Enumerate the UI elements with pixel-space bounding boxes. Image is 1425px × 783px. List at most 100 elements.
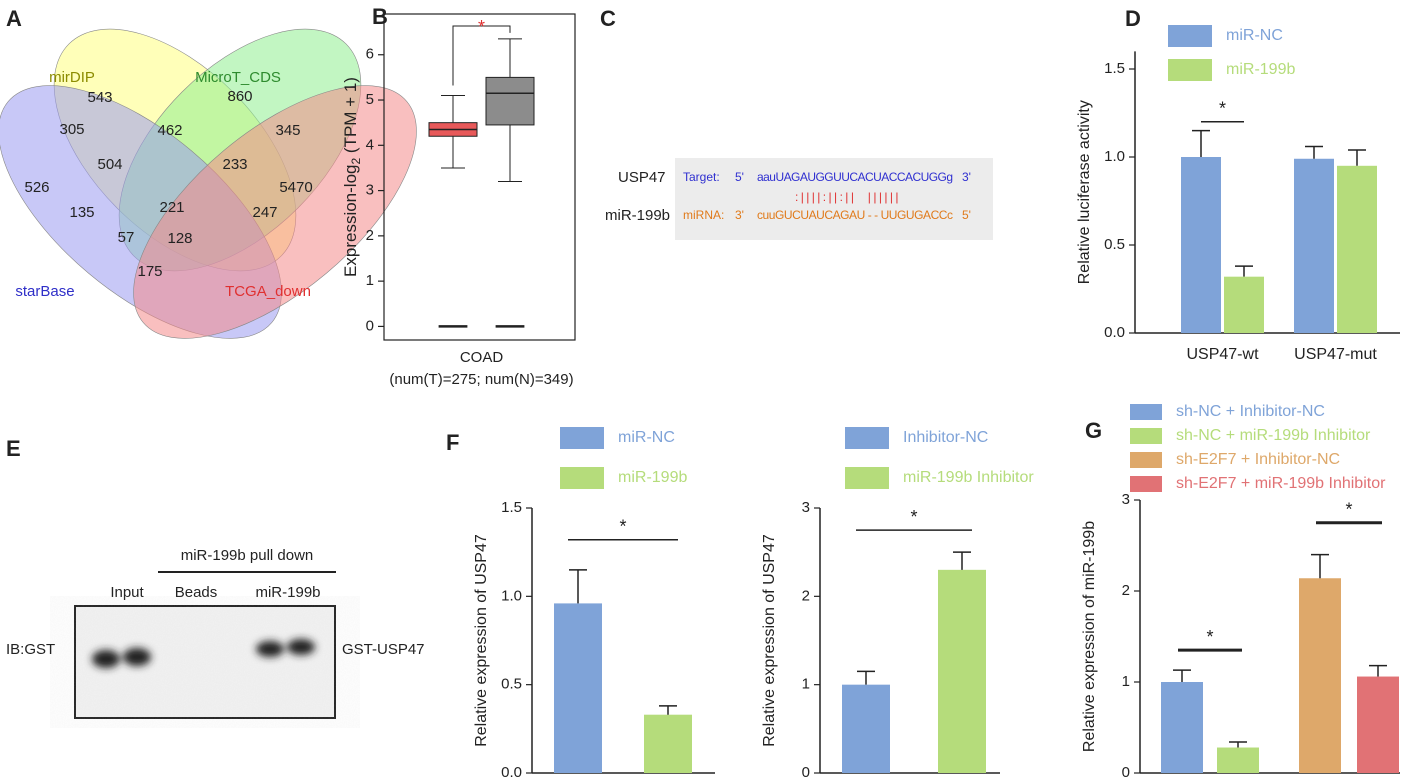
- legend-label: sh-E2F7 + Inhibitor-NC: [1176, 451, 1340, 468]
- significance: *: [1219, 99, 1226, 119]
- legend-label: miR-199b: [1226, 61, 1295, 78]
- mirna-end: 5': [962, 208, 971, 222]
- venn-set: [133, 85, 417, 339]
- mirna-tag: miRNA:: [683, 208, 724, 222]
- legend-swatch: [1168, 25, 1212, 47]
- venn-count: 247: [252, 204, 277, 221]
- legend-label: miR-NC: [1226, 27, 1283, 44]
- panel-label: E: [6, 436, 21, 461]
- target-start: 5': [735, 170, 744, 184]
- alignment-box: [675, 158, 993, 240]
- bar: [938, 569, 986, 773]
- legend-label: miR-NC: [618, 429, 675, 446]
- legend-swatch: [1130, 452, 1162, 468]
- error-bar: [1235, 265, 1253, 277]
- y-axis-label: Relative expression of USP47: [761, 534, 778, 747]
- legend-swatch: [560, 467, 604, 489]
- legend-swatch: [1130, 428, 1162, 444]
- legend-swatch: [1130, 404, 1162, 420]
- legend-label: miR-199b Inhibitor: [903, 469, 1034, 486]
- y-tick-label: 3: [366, 182, 374, 199]
- bar: [1217, 747, 1259, 773]
- blot-group: miR-199b pull down: [181, 547, 314, 564]
- y-tick-label: 0: [366, 317, 374, 334]
- y-tick-label: 0.0: [501, 764, 522, 781]
- legend-swatch: [845, 427, 889, 449]
- error-bar: [1229, 741, 1247, 748]
- y-label-prefix: Expression-log: [341, 165, 360, 277]
- x-tick-label: USP47-wt: [1186, 346, 1259, 363]
- panel-label: F: [446, 430, 459, 455]
- box: [485, 76, 535, 126]
- plot-frame: [383, 13, 576, 341]
- y-label-suffix: (TPM + 1): [341, 77, 360, 158]
- lane-label: Beads: [175, 584, 218, 601]
- bar: [1224, 276, 1264, 333]
- venn-count: 233: [222, 156, 247, 173]
- y-tick-label: 4: [366, 136, 374, 153]
- lane-label: Input: [110, 584, 144, 601]
- legend-swatch: [1168, 59, 1212, 81]
- bar: [644, 714, 692, 773]
- legend-label: sh-E2F7 + miR-199b Inhibitor: [1176, 475, 1386, 492]
- venn-count: 128: [167, 230, 192, 247]
- gene-name: USP47: [618, 169, 666, 186]
- significance: *: [619, 517, 626, 537]
- y-tick-label: 0: [1122, 764, 1130, 781]
- y-tick-label: 0: [802, 764, 810, 781]
- y-tick-label: 1.0: [1104, 148, 1125, 165]
- bar: [1299, 578, 1341, 773]
- significance: *: [1206, 627, 1213, 647]
- significance: *: [478, 17, 485, 37]
- y-tick-label: 2: [1122, 582, 1130, 599]
- y-tick-label: 0.5: [1104, 236, 1125, 253]
- y-tick-label: 1: [802, 676, 810, 693]
- target-tag: Target:: [683, 170, 720, 184]
- bar: [842, 684, 890, 773]
- panel-label: C: [600, 6, 616, 31]
- target-seq: aauUAGAUGGUUCACUACCACUGGg: [757, 170, 953, 184]
- legend-swatch: [560, 427, 604, 449]
- y-axis-label: Expression-log2 (TPM + 1): [341, 77, 363, 277]
- y-label-sub: 2: [349, 158, 363, 165]
- venn-count: 175: [137, 263, 162, 280]
- venn-set-name: mirDIP: [49, 69, 95, 86]
- x-tick-label: USP47-mut: [1294, 346, 1377, 363]
- bar: [1294, 158, 1334, 333]
- y-tick-label: 1.5: [1104, 60, 1125, 77]
- pairing: :||||:||:|| ||||||: [795, 190, 901, 204]
- y-tick-label: 2: [366, 227, 374, 244]
- venn-count: 305: [59, 121, 84, 138]
- error-bar: [953, 551, 971, 570]
- significance: *: [1345, 500, 1352, 520]
- y-tick-label: 3: [802, 499, 810, 516]
- blot-left-label: IB:GST: [6, 641, 55, 658]
- y-tick-label: 1: [1122, 673, 1130, 690]
- significance-bracket: [452, 25, 511, 86]
- y-tick-label: 2: [802, 587, 810, 604]
- panel-label: A: [6, 6, 22, 31]
- legend-swatch: [845, 467, 889, 489]
- mirna-start: 3': [735, 208, 744, 222]
- error-bar: [1348, 149, 1366, 166]
- bar: [554, 603, 602, 773]
- error-bar: [569, 569, 587, 604]
- venn-set-name: starBase: [15, 283, 74, 300]
- target-end: 3': [962, 170, 971, 184]
- venn-count: 57: [118, 229, 135, 246]
- panel-label: B: [372, 4, 388, 29]
- bar: [1181, 157, 1221, 333]
- y-tick-label: 5: [366, 91, 374, 108]
- y-axis-label: Relative luciferase activity: [1076, 100, 1093, 284]
- blot-right-label: GST-USP47: [342, 641, 425, 658]
- legend-label: sh-NC + Inhibitor-NC: [1176, 403, 1325, 420]
- venn-set-name: MicroT_CDS: [195, 69, 281, 86]
- y-tick-label: 0.5: [501, 676, 522, 693]
- venn-count: 504: [97, 156, 122, 173]
- legend-label: sh-NC + miR-199b Inhibitor: [1176, 427, 1371, 444]
- bar: [1337, 165, 1377, 333]
- venn-count: 462: [157, 122, 182, 139]
- error-bar: [659, 705, 677, 715]
